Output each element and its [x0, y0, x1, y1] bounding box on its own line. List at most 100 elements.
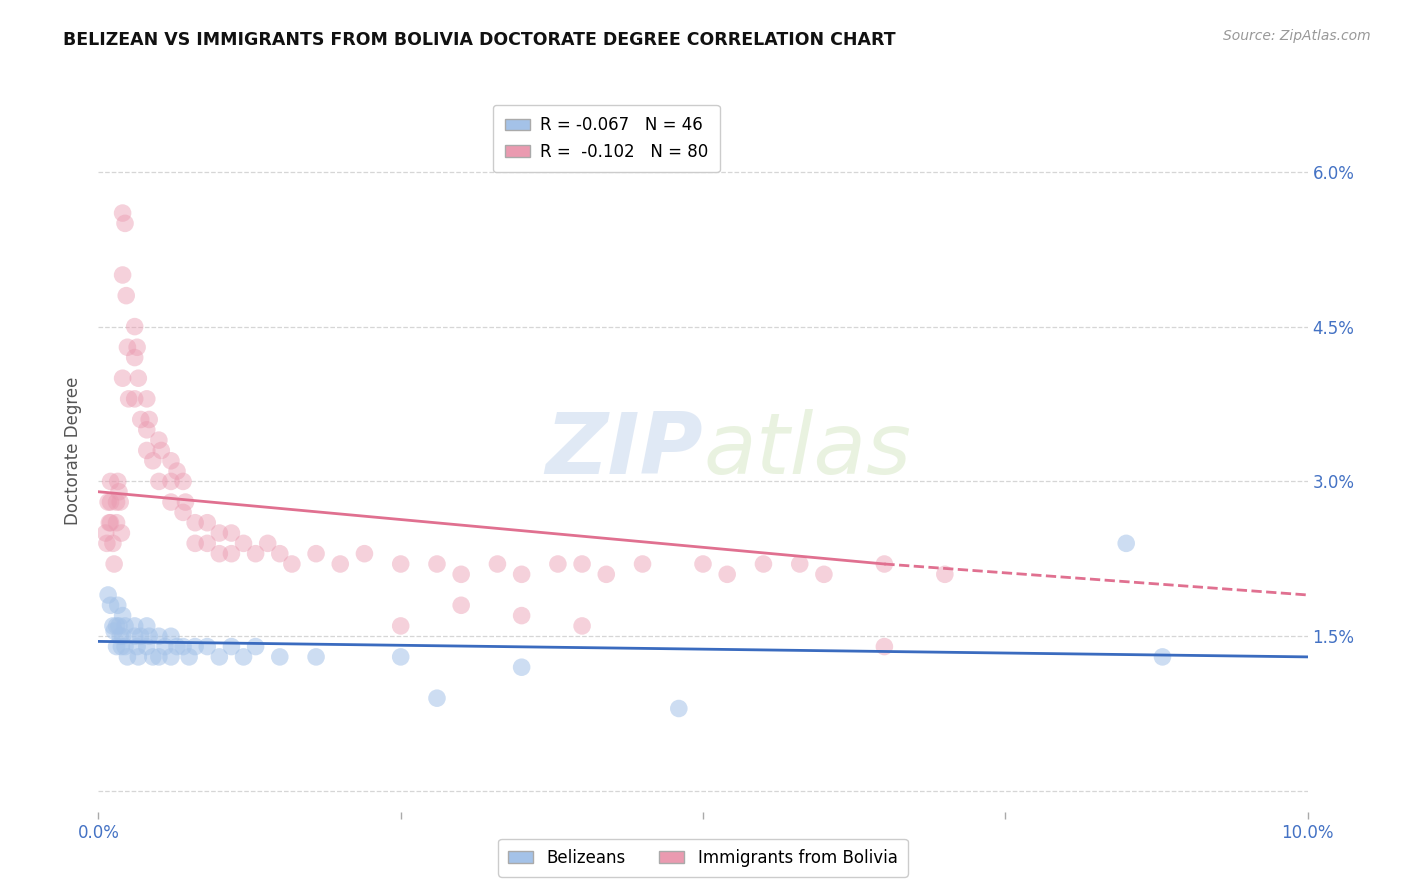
Point — [329, 557, 352, 571]
Point — [752, 557, 775, 571]
Point — [127, 640, 149, 654]
Point — [547, 557, 569, 571]
Point — [245, 640, 267, 654]
Point — [160, 454, 183, 468]
Point — [208, 649, 231, 664]
Point — [148, 649, 170, 664]
Point — [353, 547, 375, 561]
Text: BELIZEAN VS IMMIGRANTS FROM BOLIVIA DOCTORATE DEGREE CORRELATION CHART: BELIZEAN VS IMMIGRANTS FROM BOLIVIA DOCT… — [63, 31, 896, 49]
Legend: R = -0.067   N = 46, R =  -0.102   N = 80: R = -0.067 N = 46, R = -0.102 N = 80 — [494, 104, 720, 172]
Point — [117, 649, 139, 664]
Point — [160, 475, 183, 489]
Point — [135, 392, 157, 406]
Point — [172, 475, 194, 489]
Point — [184, 640, 207, 654]
Point — [114, 619, 136, 633]
Point — [135, 640, 157, 654]
Point — [111, 629, 134, 643]
Point — [571, 557, 593, 571]
Point — [166, 640, 188, 654]
Point — [160, 649, 183, 664]
Point — [208, 547, 231, 561]
Point — [221, 526, 243, 541]
Point — [118, 392, 141, 406]
Point — [873, 557, 896, 571]
Point — [108, 619, 131, 633]
Point — [129, 412, 152, 426]
Point — [184, 516, 207, 530]
Point — [135, 619, 157, 633]
Point — [107, 599, 129, 613]
Point — [256, 536, 278, 550]
Point — [127, 649, 149, 664]
Point — [105, 495, 128, 509]
Point — [450, 567, 472, 582]
Point — [105, 640, 128, 654]
Point — [668, 701, 690, 715]
Point — [97, 495, 120, 509]
Point — [148, 433, 170, 447]
Point — [100, 516, 122, 530]
Point — [100, 599, 122, 613]
Point — [129, 629, 152, 643]
Point — [692, 557, 714, 571]
Point — [142, 649, 165, 664]
Point — [105, 619, 128, 633]
Point — [426, 691, 449, 706]
Point — [450, 599, 472, 613]
Point — [510, 660, 533, 674]
Point — [232, 536, 254, 550]
Text: ZIP: ZIP — [546, 409, 703, 492]
Point — [208, 526, 231, 541]
Legend: Belizeans, Immigrants from Bolivia: Belizeans, Immigrants from Bolivia — [499, 838, 907, 877]
Point — [153, 640, 176, 654]
Point — [101, 536, 124, 550]
Point — [571, 619, 593, 633]
Point — [305, 547, 328, 561]
Point — [138, 629, 160, 643]
Point — [124, 319, 146, 334]
Y-axis label: Doctorate Degree: Doctorate Degree — [65, 376, 83, 524]
Point — [245, 547, 267, 561]
Point — [174, 495, 197, 509]
Point — [103, 624, 125, 639]
Point — [232, 649, 254, 664]
Point — [114, 216, 136, 230]
Point — [111, 371, 134, 385]
Point — [221, 547, 243, 561]
Point — [103, 557, 125, 571]
Point — [96, 536, 118, 550]
Point — [135, 423, 157, 437]
Point — [138, 412, 160, 426]
Point — [179, 649, 201, 664]
Point — [124, 351, 146, 365]
Point — [111, 206, 134, 220]
Point — [269, 547, 291, 561]
Point — [160, 495, 183, 509]
Point — [813, 567, 835, 582]
Point — [510, 608, 533, 623]
Point — [105, 516, 128, 530]
Point — [934, 567, 956, 582]
Point — [389, 649, 412, 664]
Point — [184, 536, 207, 550]
Point — [124, 629, 146, 643]
Point — [716, 567, 738, 582]
Point — [166, 464, 188, 478]
Point — [281, 557, 304, 571]
Point — [1115, 536, 1137, 550]
Point — [172, 640, 194, 654]
Point — [114, 640, 136, 654]
Point — [101, 619, 124, 633]
Point — [117, 340, 139, 354]
Point — [510, 567, 533, 582]
Point — [97, 588, 120, 602]
Point — [100, 495, 122, 509]
Point — [108, 495, 131, 509]
Point — [127, 340, 149, 354]
Point — [150, 443, 173, 458]
Point — [221, 640, 243, 654]
Point — [426, 557, 449, 571]
Point — [135, 443, 157, 458]
Point — [148, 629, 170, 643]
